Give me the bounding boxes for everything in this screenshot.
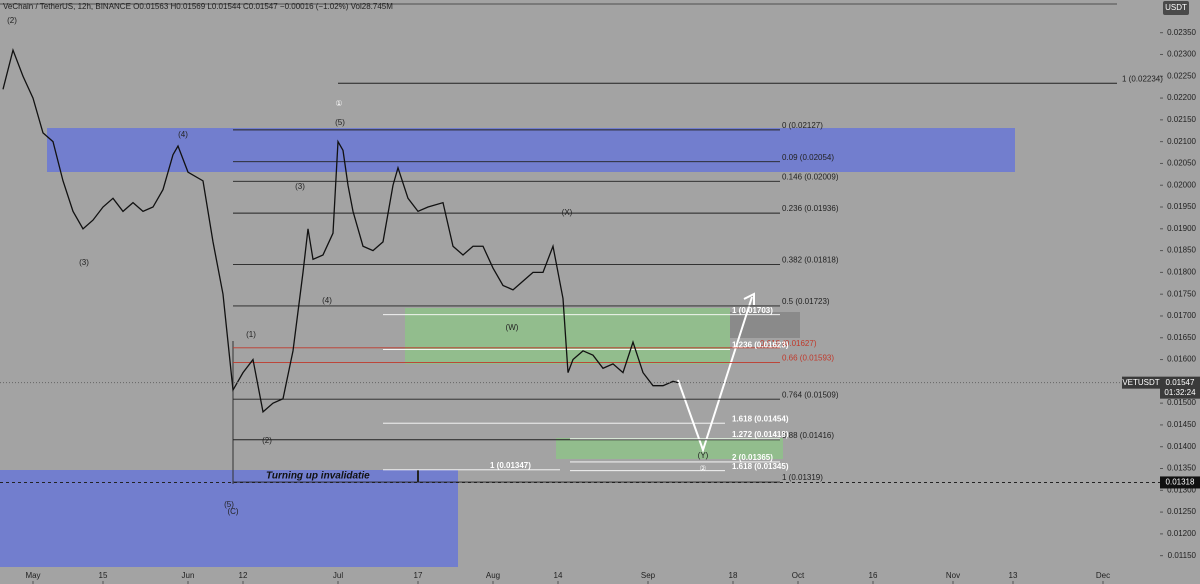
x-tick-label: 16 bbox=[869, 571, 878, 580]
invalidation-tag bbox=[1160, 476, 1200, 489]
price-line bbox=[2, 47, 679, 414]
x-tick-label: May bbox=[25, 571, 40, 580]
y-tick-label: 0.01250 bbox=[1167, 507, 1196, 516]
symbol: VETUSDT bbox=[1122, 378, 1159, 387]
wave-label: (1) bbox=[246, 330, 256, 339]
green-zone bbox=[556, 438, 783, 459]
y-tick-label: 0.01600 bbox=[1167, 355, 1196, 364]
x-tick-label: 12 bbox=[239, 571, 248, 580]
level-label: 2 (0.01365) bbox=[732, 453, 773, 462]
level-label: 0.236 (0.01936) bbox=[782, 204, 839, 213]
x-tick-label: 17 bbox=[414, 571, 423, 580]
invalidation-text: Turning up invalidatie bbox=[266, 471, 370, 482]
level-label: 1 (0.01703) bbox=[732, 306, 773, 315]
y-tick-label: 0.02300 bbox=[1167, 50, 1196, 59]
x-tick-label: Jul bbox=[333, 571, 343, 580]
y-tick-label: 0.01450 bbox=[1167, 420, 1196, 429]
x-tick-label: 18 bbox=[729, 571, 738, 580]
last-price: 0.01547 bbox=[1166, 378, 1195, 387]
header: VeChain / TetherUS, 12h, BINANCE O0.0156… bbox=[3, 2, 393, 11]
y-tick-label: 0.01500 bbox=[1167, 398, 1196, 407]
y-tick-label: 0.02100 bbox=[1167, 137, 1196, 146]
y-tick-label: 0.02050 bbox=[1167, 159, 1196, 168]
level-label: 0.5 (0.01723) bbox=[782, 297, 830, 306]
currency-badge bbox=[1163, 1, 1189, 15]
wave-label: (3) bbox=[295, 182, 305, 191]
y-tick-label: 0.01950 bbox=[1167, 202, 1196, 211]
level-label: 0.146 (0.02009) bbox=[782, 172, 839, 181]
y-tick-label: 0.01400 bbox=[1167, 442, 1196, 451]
y-tick-label: 0.02150 bbox=[1167, 115, 1196, 124]
level-label: 1.618 (0.01454) bbox=[732, 414, 789, 423]
level-label: 0.88 (0.01416) bbox=[782, 431, 834, 440]
y-tick-label: 0.02200 bbox=[1167, 93, 1196, 102]
wave-label: (2) bbox=[262, 436, 272, 445]
arrow-head bbox=[743, 292, 755, 305]
y-tick-label: 0.02350 bbox=[1167, 28, 1196, 37]
y-tick-label: 0.02250 bbox=[1167, 71, 1196, 80]
level-label: 0.09 (0.02054) bbox=[782, 153, 834, 162]
y-tick-label: 0.01800 bbox=[1167, 267, 1196, 276]
y-tick-label: 0.01850 bbox=[1167, 246, 1196, 255]
x-tick-label: Aug bbox=[486, 571, 500, 580]
level-label: 0.382 (0.01818) bbox=[782, 256, 839, 265]
y-tick-label: 0.01750 bbox=[1167, 289, 1196, 298]
wave-label: ② bbox=[699, 464, 706, 473]
x-tick-label: Sep bbox=[641, 571, 656, 580]
level-label: 1 (0.02234) bbox=[1122, 74, 1163, 83]
y-tick-label: 0.01300 bbox=[1167, 485, 1196, 494]
wave-label: (5) bbox=[224, 500, 234, 509]
x-tick-label: 14 bbox=[554, 571, 563, 580]
supply-zone bbox=[47, 128, 1015, 172]
level-label: 0.618 (0.01627) bbox=[760, 339, 817, 348]
wave-label: (2) bbox=[7, 16, 17, 25]
level-label: 1 (0.01319) bbox=[782, 473, 823, 482]
y-tick-label: 0.01150 bbox=[1168, 551, 1197, 560]
y-tick-label: 0.02000 bbox=[1167, 180, 1196, 189]
x-tick-label: Oct bbox=[792, 571, 805, 580]
wave-label: (5) bbox=[335, 118, 345, 127]
y-tick-label: 0.01700 bbox=[1167, 311, 1196, 320]
demand-zone bbox=[0, 470, 458, 567]
level-label: 1.236 (0.01623) bbox=[732, 341, 789, 350]
level-label: 0 (0.02127) bbox=[782, 121, 823, 130]
level-label: 1.618 (0.01345) bbox=[732, 462, 789, 471]
wave-label: (X) bbox=[562, 208, 573, 217]
x-tick-label: 13 bbox=[1009, 571, 1018, 580]
last-price-tag bbox=[1160, 376, 1200, 399]
invalidation-price: 0.01318 bbox=[1166, 478, 1195, 487]
gray-box bbox=[730, 312, 800, 338]
level-label: 1.272 (0.01418) bbox=[732, 430, 789, 439]
countdown: 01:32:24 bbox=[1164, 388, 1196, 397]
x-tick-label: Nov bbox=[946, 571, 960, 580]
wave-label: (4) bbox=[322, 296, 332, 305]
x-tick-label: 15 bbox=[99, 571, 108, 580]
level-label: 0.764 (0.01509) bbox=[782, 390, 839, 399]
level-label: 1 (0.01347) bbox=[490, 461, 531, 470]
x-tick-label: Dec bbox=[1096, 571, 1110, 580]
level-label: 0.66 (0.01593) bbox=[782, 354, 834, 363]
currency: USDT bbox=[1165, 3, 1187, 12]
y-tick-label: 0.01900 bbox=[1167, 224, 1196, 233]
symbol-tag bbox=[1122, 376, 1160, 389]
wave-label: (4) bbox=[178, 130, 188, 139]
green-zone bbox=[405, 308, 730, 364]
wave-label: (W) bbox=[506, 323, 519, 332]
wave-label: ① bbox=[335, 99, 342, 108]
wave-label: (Y) bbox=[698, 451, 709, 460]
wave-label: (C) bbox=[227, 507, 238, 516]
y-tick-label: 0.01200 bbox=[1167, 529, 1196, 538]
y-tick-label: 0.01350 bbox=[1167, 464, 1196, 473]
y-tick-label: 0.01650 bbox=[1167, 333, 1196, 342]
x-tick-label: Jun bbox=[182, 571, 195, 580]
wave-label: (3) bbox=[79, 258, 89, 267]
